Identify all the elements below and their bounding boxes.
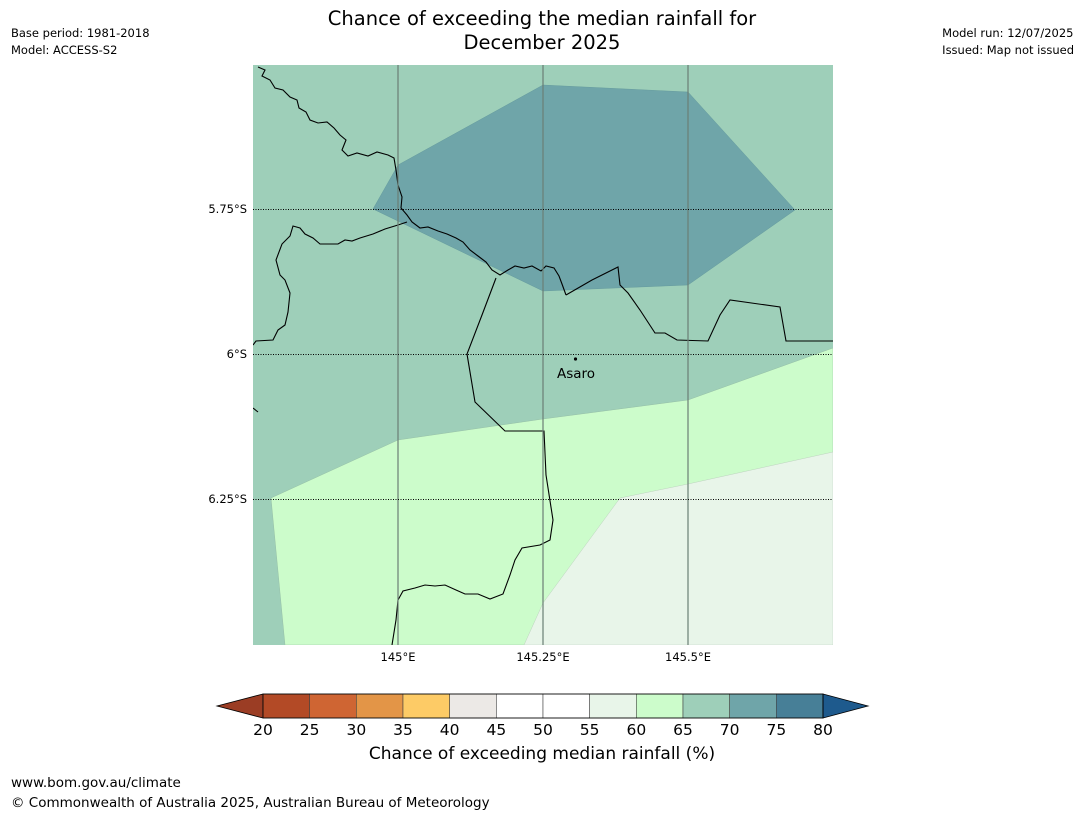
province-border-north (257, 66, 567, 296)
graticule-parallels (253, 209, 833, 500)
model-text: Model: ACCESS-S2 (11, 43, 118, 57)
lon-label-145-25: 145.25°E (516, 650, 569, 664)
colorbar-segment (589, 693, 637, 719)
colorbar-title: Chance of exceeding median rainfall (%) (368, 744, 716, 764)
colorbar-tick-label: 20 (253, 721, 273, 739)
footer-copyright: © Commonwealth of Australia 2025, Austra… (11, 795, 490, 811)
colorbar-tick-label: 25 (300, 721, 320, 739)
colorbar-segment (542, 693, 590, 719)
colorbar-segment (449, 693, 497, 719)
colorbar-tick-label: 50 (533, 721, 553, 739)
lat-label-6-25: 6.25°S (208, 492, 247, 506)
colorbar-tick-label: 45 (486, 721, 506, 739)
lon-label-145-5: 145.5°E (665, 650, 711, 664)
colorbar-over-arrow (822, 693, 870, 719)
colorbar-tick-label: 30 (346, 721, 366, 739)
colorbar-tick-label: 55 (580, 721, 600, 739)
colorbar-tick-label: 40 (440, 721, 460, 739)
colorbar-segment (496, 693, 544, 719)
issued-text: Issued: Map not issued (942, 43, 1074, 57)
metadata-left: Base period: 1981-2018 Model: ACCESS-S2 (11, 25, 150, 59)
colorbar-segment (402, 693, 450, 719)
title-line-1: Chance of exceeding the median rainfall … (327, 7, 757, 30)
lat-label-5-75: 5.75°S (208, 202, 247, 216)
region-70-75 (372, 84, 796, 292)
map-title: Chance of exceeding the median rainfall … (328, 7, 756, 55)
colorbar-outline (262, 693, 824, 719)
colorbar-under-arrow (215, 693, 264, 719)
colorbar-tick-label: 65 (673, 721, 693, 739)
asaro-marker (573, 357, 578, 361)
base-period-text: Base period: 1981-2018 (11, 26, 150, 40)
colorbar-segment (729, 693, 777, 719)
border-lines (253, 66, 833, 645)
province-border-edge (253, 407, 259, 413)
province-border-west (253, 221, 408, 346)
model-run-text: Model run: 12/07/2025 (942, 26, 1074, 40)
colorbar-segment (776, 693, 824, 719)
lon-label-145: 145°E (381, 650, 416, 664)
province-border-center (391, 277, 554, 645)
metadata-right: Model run: 12/07/2025 Issued: Map not is… (942, 25, 1074, 59)
colorbar-tick-label: 35 (393, 721, 413, 739)
colorbar: 20 25 30 35 40 45 50 55 60 65 70 75 80 (215, 693, 870, 739)
lat-label-6: 6°S (227, 347, 247, 361)
colorbar-segment (262, 693, 310, 719)
colorbar-segment (682, 693, 730, 719)
title-line-2: December 2025 (463, 31, 621, 54)
colorbar-tick-label: 60 (626, 721, 646, 739)
footer-url: www.bom.gov.au/climate (11, 775, 181, 791)
province-border-east (565, 266, 833, 342)
colorbar-segment (356, 693, 404, 719)
colorbar-tick-label: 70 (720, 721, 740, 739)
asaro-label: Asaro (557, 366, 595, 382)
colorbar-tick-label: 80 (813, 721, 833, 739)
colorbar-tick-label: 75 (766, 721, 786, 739)
colorbar-segment (309, 693, 357, 719)
colorbar-segment (636, 693, 684, 719)
map-area (253, 65, 833, 645)
